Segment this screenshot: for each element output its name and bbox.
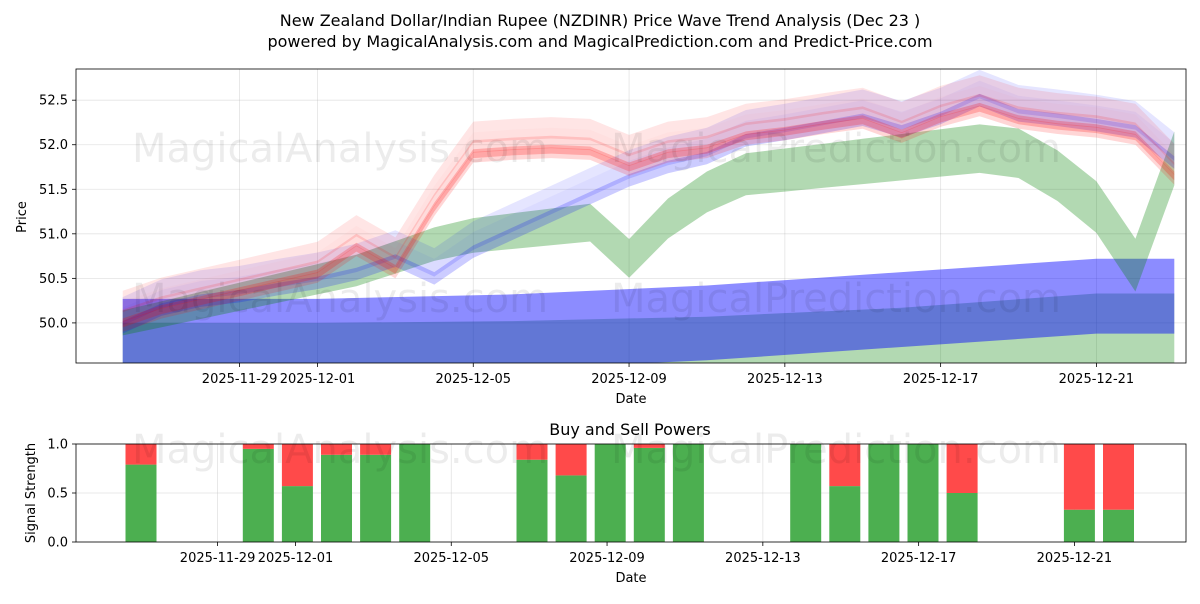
- buy-bar-17: [1103, 509, 1134, 542]
- buy-bar-10: [672, 444, 704, 542]
- red-wave-3: [122, 105, 1175, 332]
- buy-bar-3: [321, 454, 352, 542]
- red-wave-4: [122, 102, 1175, 328]
- price-axes-frame: [75, 68, 1187, 364]
- chart-title-line2: powered by MagicalAnalysis.com and Magic…: [267, 32, 932, 51]
- buy-bar-13: [868, 444, 900, 542]
- power-bars: [125, 444, 1134, 542]
- power-title: Buy and Sell Powers: [549, 420, 711, 439]
- buy-bar-2: [281, 486, 313, 542]
- red-wave-1: [122, 85, 1175, 313]
- buy-bar-6: [516, 459, 548, 542]
- red-wave-0: [122, 75, 1175, 302]
- price-xlabel: Date: [615, 392, 646, 407]
- power-xtick-label-2: 2025-12-05: [413, 551, 489, 566]
- long-band-green: [122, 293, 1175, 363]
- price-xtick-label-2: 2025-12-05: [435, 372, 511, 387]
- long-band-blue: [122, 258, 1175, 363]
- price-xtick-label-6: 2025-12-21: [1059, 372, 1135, 387]
- blue-wave-0: [122, 69, 1175, 308]
- sell-bar-16: [1063, 444, 1095, 510]
- buy-bar-0: [125, 464, 157, 542]
- buy-bar-15: [946, 493, 978, 542]
- buy-bar-11: [790, 444, 822, 542]
- price-ylabel: Price: [15, 201, 30, 233]
- price-ytick-label-3: 51.5: [39, 183, 68, 198]
- price-ytick-label-1: 50.5: [39, 272, 68, 287]
- blue-wave-2: [122, 93, 1175, 334]
- watermark-bottom-right: MagicalPrediction.com: [611, 427, 1061, 473]
- buy-bar-12: [829, 486, 861, 542]
- power-ytick-label-0: 0.0: [47, 536, 68, 551]
- chart-title-line1: New Zealand Dollar/Indian Rupee (NZDINR)…: [280, 11, 921, 30]
- sell-bar-12: [829, 444, 861, 487]
- price-ticks: 2025-11-29 2025-12-01 2025-12-05 2025-12-09…: [39, 94, 1134, 387]
- sell-bar-7: [555, 444, 587, 476]
- buy-bar-9: [633, 447, 665, 542]
- power-xtick-label-1: 2025-12-01: [258, 551, 334, 566]
- price-chart: MagicalAnalysis.com MagicalPrediction.co…: [15, 68, 1187, 407]
- watermark-mid-left: MagicalAnalysis.com: [132, 276, 548, 322]
- buy-bar-5: [399, 444, 431, 542]
- price-grid: [76, 69, 1186, 363]
- sell-bar-2: [281, 444, 313, 487]
- buy-bar-8: [594, 444, 626, 542]
- price-xtick-label-3: 2025-12-09: [591, 372, 667, 387]
- power-ytick-label-1: 0.5: [47, 487, 68, 502]
- sell-bar-9: [633, 444, 665, 448]
- watermark-top-left: MagicalAnalysis.com: [132, 126, 548, 172]
- sell-bar-17: [1103, 444, 1134, 510]
- price-ytick-label-5: 52.5: [39, 94, 68, 109]
- sell-bar-3: [321, 444, 352, 455]
- red-wave-2: [122, 93, 1175, 323]
- watermark-mid-right: MagicalPrediction.com: [611, 276, 1061, 322]
- blue-wave-1: [122, 80, 1175, 326]
- power-xtick-label-6: 2025-12-21: [1037, 551, 1113, 566]
- power-chart: Buy and Sell Powers MagicalAnalysis.com …: [24, 420, 1187, 586]
- watermark-top-right: MagicalPrediction.com: [611, 126, 1061, 172]
- price-xtick-label-1: 2025-12-01: [280, 372, 356, 387]
- green-wave-band: [122, 124, 1175, 336]
- price-xtick-label-0: 2025-11-29: [202, 372, 278, 387]
- sell-bar-0: [125, 444, 157, 465]
- price-ytick-label-2: 51.0: [39, 227, 68, 242]
- power-ytick-label-2: 1.0: [47, 438, 68, 453]
- watermark-bottom-left: MagicalAnalysis.com: [132, 427, 548, 473]
- price-series: [122, 69, 1175, 363]
- buy-bar-16: [1063, 509, 1095, 542]
- sell-bar-6: [516, 444, 548, 460]
- power-xlabel: Date: [615, 571, 646, 586]
- power-xtick-label-0: 2025-11-29: [180, 551, 256, 566]
- power-ylabel: Signal Strength: [24, 443, 39, 543]
- price-ytick-label-0: 50.0: [39, 316, 68, 331]
- power-xtick-label-5: 2025-12-17: [881, 551, 957, 566]
- sell-bar-4: [360, 444, 392, 455]
- buy-bar-4: [360, 454, 392, 542]
- sell-bar-1: [242, 444, 274, 449]
- power-xtick-label-4: 2025-12-13: [725, 551, 801, 566]
- price-ytick-label-4: 52.0: [39, 138, 68, 153]
- sell-bar-15: [946, 444, 978, 493]
- power-xtick-label-3: 2025-12-09: [569, 551, 645, 566]
- power-ticks: 2025-11-29 2025-12-01 2025-12-05 2025-12-09…: [47, 438, 1112, 567]
- price-xtick-label-4: 2025-12-13: [747, 372, 823, 387]
- buy-bar-7: [555, 475, 587, 542]
- buy-bar-1: [242, 448, 274, 542]
- price-xtick-label-5: 2025-12-17: [903, 372, 979, 387]
- buy-bar-14: [907, 444, 939, 542]
